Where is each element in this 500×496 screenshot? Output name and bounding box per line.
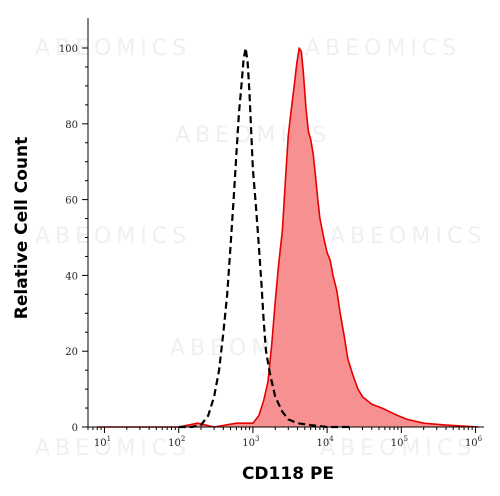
watermark-layer: ABEOMICS ABEOMICS ABEOMICS ABEOMICS ABEOMICS… xyxy=(35,36,486,461)
x-tick-label: 101 xyxy=(94,435,111,449)
watermark-text: ABEOMICS xyxy=(305,36,461,61)
y-tick-label: 100 xyxy=(59,44,78,55)
axes: 101 102 103 104 105 106 0 20 40 60 80 100 xyxy=(59,18,484,449)
watermark-text: ABEOMICS xyxy=(35,224,191,249)
y-tick-label: 80 xyxy=(65,120,78,131)
watermark-text: ABEOMICS xyxy=(35,36,191,61)
watermark-text: ABEOMICS xyxy=(330,224,486,249)
watermark-text: ABEOMICS xyxy=(320,436,476,461)
y-tick-label: 20 xyxy=(65,347,78,358)
plot-area xyxy=(97,46,479,429)
x-tick-label: 104 xyxy=(317,435,335,449)
x-tick-label: 106 xyxy=(465,435,483,449)
y-axis-title: Relative Cell Count xyxy=(12,137,32,319)
x-tick-label: 103 xyxy=(242,435,259,449)
histogram-line-control xyxy=(178,46,350,429)
x-axis-ticks: 101 102 103 104 105 106 xyxy=(87,427,483,449)
histogram-fill-cd118 xyxy=(97,48,479,427)
x-axis-title: CD118 PE xyxy=(242,464,334,484)
x-tick-label: 105 xyxy=(391,435,408,449)
y-tick-label: 40 xyxy=(65,271,78,282)
watermark-text: ABEOMICS xyxy=(35,436,191,461)
y-tick-label: 0 xyxy=(72,423,78,434)
histogram-line-cd118 xyxy=(97,47,479,428)
y-tick-label: 60 xyxy=(65,196,78,207)
x-tick-label: 102 xyxy=(168,435,185,449)
y-axis-ticks: 0 20 40 60 80 100 xyxy=(59,44,88,434)
